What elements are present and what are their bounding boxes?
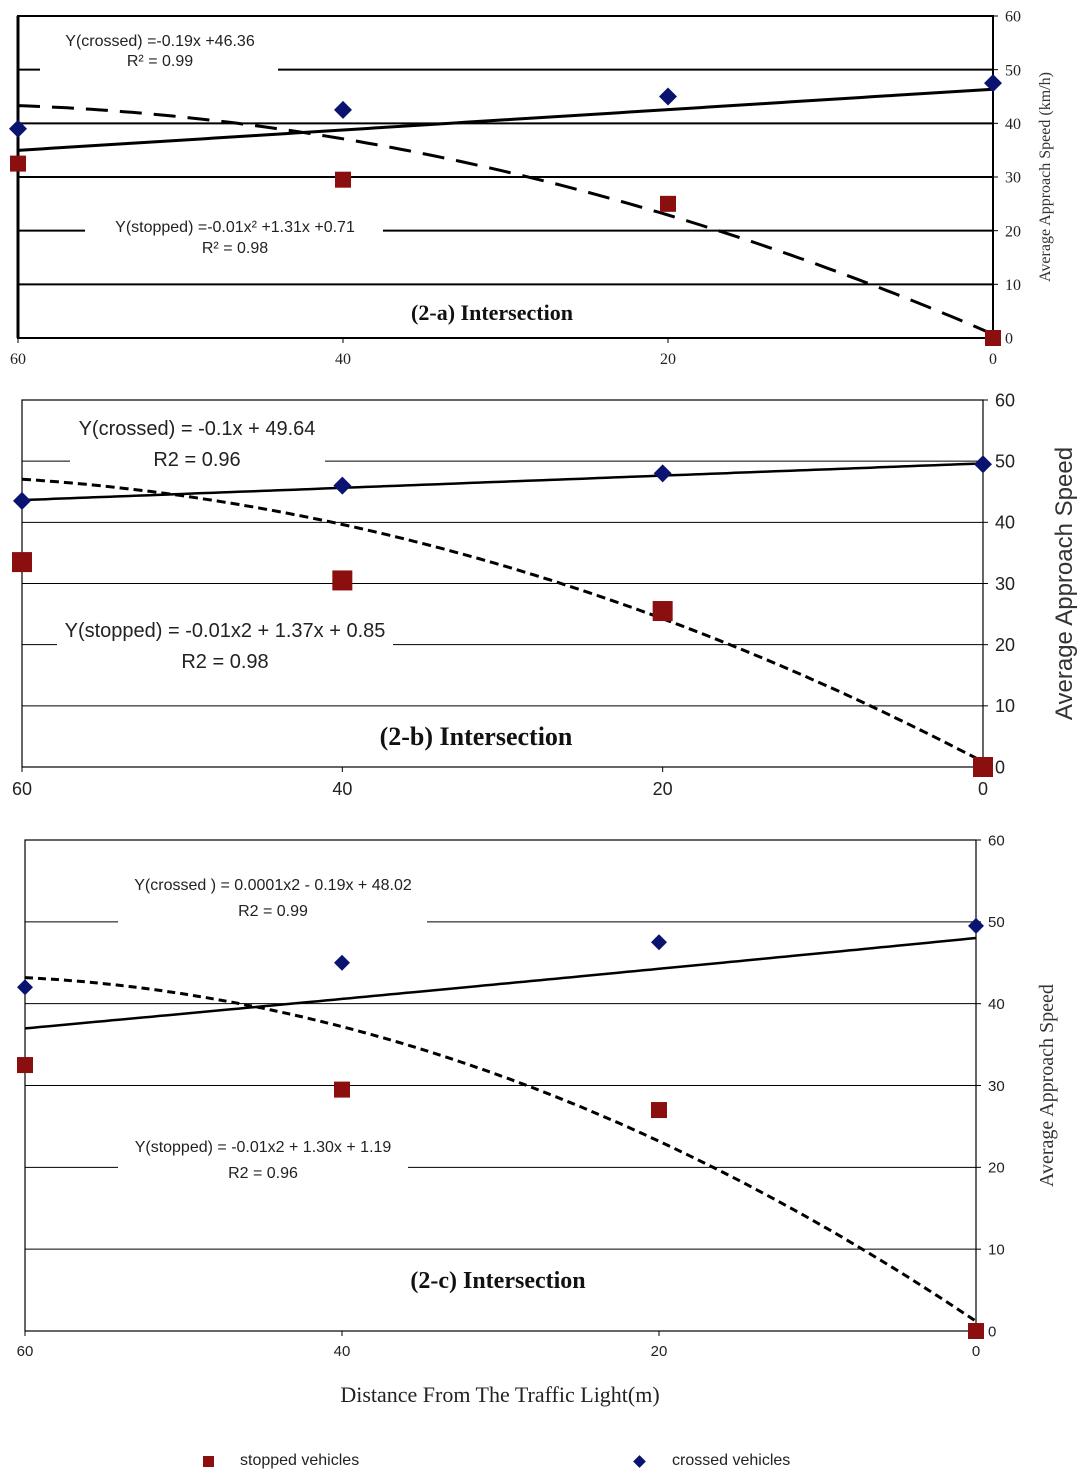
y-tick-label: 60 — [1005, 9, 1021, 26]
stopped-point — [10, 155, 26, 172]
x-axis-label: Distance From The Traffic Light(m) — [340, 1382, 659, 1407]
y-axis-label: Average Approach Speed — [1036, 984, 1058, 1187]
x-tick-label: 20 — [660, 351, 676, 368]
y-tick-label: 40 — [988, 996, 1005, 1013]
stopped-point — [652, 601, 673, 622]
crossed-point — [653, 464, 672, 483]
y-axis-label: Average Approach Speed (km/h) — [1037, 72, 1054, 282]
legend-crossed-label: crossed vehicles — [672, 1452, 791, 1469]
y-tick-label: 10 — [988, 1241, 1005, 1258]
crossed-marker-icon — [633, 1454, 646, 1468]
y-tick-label: 20 — [1005, 223, 1021, 240]
y-tick-label: 60 — [988, 832, 1005, 849]
stopped-point — [332, 570, 353, 591]
crossed-point — [13, 491, 31, 510]
y-tick-label: 0 — [1005, 331, 1013, 348]
y-tick-label: 30 — [1005, 170, 1021, 187]
stopped-point — [12, 552, 32, 573]
chart-title: (2-c) Intersection — [410, 1268, 585, 1294]
stopped-r2-label: R² = 0.98 — [202, 240, 268, 257]
y-tick-label: 0 — [988, 1323, 996, 1340]
equation-label-box — [40, 62, 278, 78]
crossed-point — [334, 954, 350, 971]
crossed-trendline — [21, 462, 984, 502]
stopped-point — [985, 330, 1001, 346]
crossed-equation-label: Y(crossed) =-0.19x +46.36 — [65, 33, 255, 50]
crossed-point — [984, 74, 1002, 93]
crossed-point — [974, 455, 992, 474]
stopped-equation-label: Y(stopped) =-0.01x² +1.31x +0.71 — [115, 219, 355, 236]
legend-crossed: crossed vehicles — [633, 1452, 791, 1470]
crossed-point — [334, 100, 352, 119]
x-tick-label: 40 — [334, 1343, 351, 1360]
x-tick-label: 20 — [651, 1343, 668, 1360]
crossed-point — [651, 934, 667, 951]
y-tick-label: 50 — [1005, 62, 1021, 79]
stopped-point — [335, 171, 351, 188]
y-tick-label: 0 — [995, 757, 1005, 777]
crossed-point — [9, 119, 27, 138]
stopped-point — [973, 757, 993, 777]
x-tick-label: 60 — [10, 351, 26, 368]
y-tick-label: 40 — [995, 513, 1015, 533]
crossed-r2-label: R2 = 0.99 — [238, 903, 308, 920]
equation-label-box — [70, 454, 325, 470]
stopped-point — [334, 1081, 350, 1098]
equation-label-box — [118, 912, 427, 928]
x-tick-label: 60 — [17, 1343, 34, 1360]
chart-panel-2: 0 10 20 30 40 50 60 60 40 20 0 Average Approach Spe… — [12, 390, 1078, 799]
legend-stopped: stopped vehicles — [203, 1452, 359, 1470]
y-tick-label: 50 — [995, 451, 1015, 471]
stopped-trendline — [17, 104, 994, 336]
stopped-marker-icon — [203, 1455, 214, 1467]
y-tick-label: 30 — [988, 1078, 1005, 1095]
stopped-trendline — [21, 477, 984, 764]
stopped-r2-label: R2 = 0.96 — [228, 1165, 298, 1182]
y-tick-label: 40 — [1005, 116, 1021, 133]
crossed-trendline — [24, 936, 977, 1030]
x-tick-label: 0 — [978, 779, 988, 799]
y-tick-label: 20 — [988, 1160, 1005, 1177]
stopped-trendline — [24, 976, 977, 1323]
legend-stopped-label: stopped vehicles — [240, 1452, 360, 1469]
y-tick-label: 20 — [995, 635, 1015, 655]
y-tick-label: 60 — [995, 390, 1015, 410]
x-tick-label: 60 — [12, 779, 32, 799]
x-tick-label: 0 — [989, 351, 997, 368]
crossed-equation-label: Y(crossed ) = 0.0001x2 - 0.19x + 48.02 — [134, 877, 412, 894]
stopped-equation-label: Y(stopped) = -0.01x2 + 1.37x + 0.85 — [65, 620, 386, 642]
crossed-trendline — [17, 87, 994, 152]
x-tick-label: 0 — [972, 1343, 980, 1360]
stopped-point — [968, 1323, 984, 1339]
chart-title: (2-b) Intersection — [380, 722, 573, 751]
stopped-r2-label: R2 = 0.98 — [181, 651, 268, 673]
x-tick-label: 20 — [653, 779, 673, 799]
crossed-r2-label: R² = 0.99 — [127, 53, 193, 70]
stopped-point — [651, 1102, 667, 1119]
stopped-point — [660, 195, 676, 212]
stopped-point — [17, 1057, 33, 1074]
chart-panel-3: 0 10 20 30 40 50 60 60 40 20 0 Average Approach Spe… — [17, 832, 1058, 1407]
y-tick-label: 10 — [995, 696, 1015, 716]
equation-label-box — [57, 637, 393, 653]
crossed-point — [659, 87, 677, 106]
y-tick-label: 10 — [1005, 277, 1021, 294]
crossed-point — [333, 476, 352, 495]
y-axis-label: Average Approach Speed — [1051, 447, 1078, 720]
stopped-equation-label: Y(stopped) = -0.01x2 + 1.30x + 1.19 — [135, 1139, 392, 1156]
crossed-r2-label: R2 = 0.96 — [153, 449, 240, 471]
chart-title: (2-a) Intersection — [411, 300, 573, 325]
x-tick-label: 40 — [335, 351, 351, 368]
x-tick-label: 40 — [332, 779, 352, 799]
y-tick-label: 50 — [988, 914, 1005, 931]
y-tick-label: 30 — [995, 574, 1015, 594]
equation-label-box — [85, 223, 383, 239]
crossed-point — [17, 979, 33, 996]
equation-label-box — [118, 1159, 408, 1175]
chart-panel-1: 0 10 20 30 40 50 60 60 40 20 0 Average Approach Spe… — [9, 9, 1054, 368]
crossed-point — [968, 917, 984, 934]
crossed-equation-label: Y(crossed) = -0.1x + 49.64 — [79, 418, 316, 440]
